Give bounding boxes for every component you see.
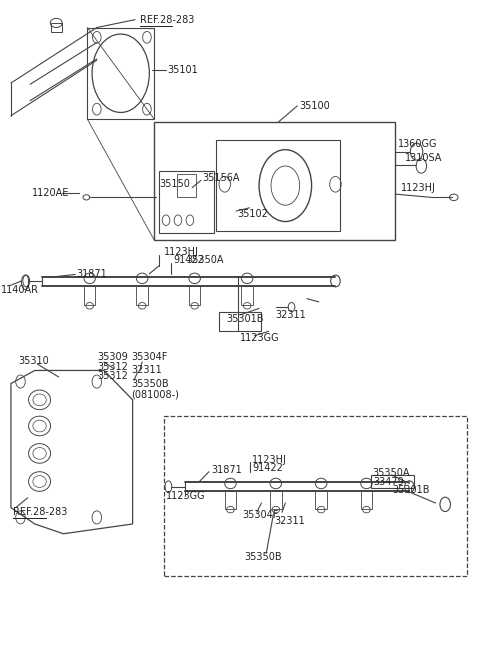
Text: 32311: 32311 <box>131 365 162 375</box>
Text: (081008-): (081008-) <box>131 390 179 400</box>
Text: 35350B: 35350B <box>131 379 169 388</box>
Bar <box>50 23 62 32</box>
Text: 35301B: 35301B <box>227 314 264 324</box>
Bar <box>361 491 372 509</box>
Text: 1123GG: 1123GG <box>240 333 280 344</box>
Bar <box>216 140 340 232</box>
Bar <box>136 285 148 305</box>
Bar <box>371 475 414 488</box>
Bar <box>159 171 214 234</box>
Text: 35304F: 35304F <box>242 510 279 520</box>
Bar <box>241 285 253 305</box>
Text: 35102: 35102 <box>238 209 268 218</box>
Bar <box>164 416 467 576</box>
Text: 35156A: 35156A <box>202 173 240 183</box>
Bar <box>270 491 281 509</box>
Text: 1123HJ: 1123HJ <box>401 182 436 193</box>
Text: 35310: 35310 <box>18 356 49 365</box>
Text: 33479: 33479 <box>373 476 404 487</box>
Text: 1360GG: 1360GG <box>397 139 437 149</box>
Text: 35350B: 35350B <box>245 552 282 562</box>
Text: 1123HJ: 1123HJ <box>164 247 199 257</box>
Text: 35150: 35150 <box>159 179 190 190</box>
Bar <box>189 285 200 305</box>
Text: 35304F: 35304F <box>131 352 168 362</box>
Text: REF.28-283: REF.28-283 <box>140 14 194 25</box>
Text: 91422: 91422 <box>173 255 204 265</box>
Text: 35350A: 35350A <box>372 468 410 478</box>
Bar <box>154 122 395 240</box>
Text: 35312: 35312 <box>97 362 128 372</box>
Bar <box>84 285 96 305</box>
Text: 1120AE: 1120AE <box>33 188 70 198</box>
Text: 35301B: 35301B <box>393 485 430 495</box>
Text: 35350A: 35350A <box>187 255 224 265</box>
Text: 32311: 32311 <box>275 516 305 525</box>
Text: 91422: 91422 <box>252 463 283 474</box>
Text: 1123GG: 1123GG <box>166 491 205 501</box>
Text: 35100: 35100 <box>300 101 330 111</box>
Text: 1310SA: 1310SA <box>405 153 442 163</box>
Text: 32311: 32311 <box>276 310 307 320</box>
Text: REF.28-283: REF.28-283 <box>13 507 68 517</box>
Bar <box>177 174 196 197</box>
Text: 35101: 35101 <box>168 65 198 75</box>
Text: 1123HJ: 1123HJ <box>252 455 287 465</box>
Bar <box>315 491 327 509</box>
Text: 31871: 31871 <box>211 464 242 475</box>
Text: 35309: 35309 <box>97 352 128 362</box>
Text: 31871: 31871 <box>77 270 108 279</box>
Text: 35312: 35312 <box>97 371 128 381</box>
Bar <box>218 312 262 331</box>
Text: 1140AR: 1140AR <box>1 285 39 295</box>
Bar <box>225 491 236 509</box>
